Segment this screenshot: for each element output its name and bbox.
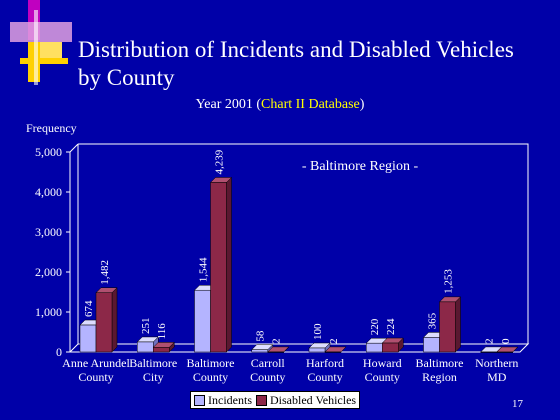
bar-incidents	[137, 341, 154, 353]
x-tick-label: Baltimore	[416, 356, 464, 370]
bar-disabled-vehicles	[496, 351, 513, 353]
x-tick-label: Baltimore	[129, 356, 177, 370]
x-tick-label: MD	[487, 370, 507, 384]
legend-label-incidents: Incidents	[208, 392, 252, 407]
subtitle-highlight: Chart II Database	[261, 97, 360, 112]
title-line-2: by County	[78, 65, 175, 90]
bar-incidents	[480, 351, 497, 353]
subtitle-prefix: Year 2001 (	[195, 97, 262, 112]
data-label-incidents: 100	[312, 323, 324, 340]
bar-disabled-vehicles	[210, 182, 227, 353]
bar-incidents	[366, 342, 383, 353]
bar-disabled-vehicles	[95, 292, 113, 353]
data-label-incidents: 1,544	[198, 257, 210, 282]
data-label-disabled-vehicles: 1,482	[99, 260, 111, 285]
y-tick-label: 0	[56, 345, 62, 359]
x-tick-label: Harford	[306, 356, 344, 370]
y-tick-label: 2,000	[35, 265, 62, 279]
bar-incidents	[251, 349, 268, 353]
data-label-disabled-vehicles: 224	[385, 318, 397, 335]
y-tick-label: 3,000	[35, 225, 62, 239]
legend-label-disabled-vehicles: Disabled Vehicles	[270, 392, 357, 407]
bar-disabled-vehicles	[324, 351, 342, 353]
slide-title: Distribution of Incidents and Disabled V…	[78, 36, 548, 92]
x-tick-label: Region	[422, 370, 457, 384]
bar-side-disabled-vehicles	[455, 296, 461, 353]
x-tick-label: Northern	[475, 356, 518, 370]
x-tick-label: County	[365, 370, 400, 384]
y-tick-label: 1,000	[35, 305, 62, 319]
bar-incidents	[79, 324, 97, 353]
data-label-incidents: 58	[255, 330, 267, 342]
data-label-disabled-vehicles: 2	[328, 338, 340, 344]
legend-swatch-disabled-vehicles	[256, 394, 267, 406]
bar-incidents	[194, 289, 211, 353]
bar-disabled-vehicles	[439, 301, 456, 353]
page-number: 17	[512, 398, 523, 410]
x-tick-label: Howard	[363, 356, 402, 370]
slide-logo-icon	[10, 0, 72, 85]
data-label-incidents: 251	[140, 317, 152, 334]
x-tick-label: Carroll	[251, 356, 286, 370]
data-label-incidents: 365	[427, 312, 439, 329]
data-label-incidents: 674	[83, 300, 95, 317]
data-label-disabled-vehicles: 2	[271, 338, 283, 344]
y-axis-label: Frequency	[26, 121, 77, 135]
x-tick-label: County	[250, 370, 285, 384]
x-tick-label: Baltimore	[187, 356, 235, 370]
chart-legend: Incidents Disabled Vehicles	[190, 391, 361, 409]
bar-side-disabled-vehicles	[111, 287, 118, 353]
bar-incidents	[308, 347, 326, 353]
data-label-disabled-vehicles: 0	[500, 338, 512, 344]
data-label-disabled-vehicles: 4,239	[214, 149, 226, 174]
x-tick-label: County	[307, 370, 342, 384]
x-tick-label: City	[143, 370, 164, 384]
chart-annotation: - Baltimore Region -	[302, 159, 419, 174]
y-axis-depth	[69, 143, 79, 153]
chart-subtitle: Year 2001 (Chart II Database)	[0, 97, 560, 113]
bar-disabled-vehicles	[153, 347, 170, 353]
data-label-incidents: 220	[369, 318, 381, 335]
bar-side-disabled-vehicles	[226, 176, 232, 353]
bar-disabled-vehicles	[267, 351, 284, 353]
legend-item-incidents: Incidents	[194, 393, 252, 408]
bar-incidents	[423, 337, 440, 353]
x-tick-label: Anne Arundel	[62, 356, 130, 370]
bar-disabled-vehicles	[382, 342, 399, 353]
subtitle-suffix: )	[359, 97, 365, 112]
legend-swatch-incidents	[194, 394, 205, 406]
chart-back-wall	[78, 143, 529, 344]
x-tick-label: County	[78, 370, 113, 384]
title-line-1: Distribution of Incidents and Disabled V…	[78, 37, 514, 62]
y-tick-label: 5,000	[35, 145, 62, 159]
data-label-disabled-vehicles: 1,253	[443, 269, 455, 294]
legend-item-disabled-vehicles: Disabled Vehicles	[256, 393, 356, 408]
x-tick-label: County	[193, 370, 228, 384]
data-label-incidents: 2	[484, 338, 496, 344]
y-tick-label: 4,000	[35, 185, 62, 199]
data-label-disabled-vehicles: 116	[156, 323, 168, 340]
